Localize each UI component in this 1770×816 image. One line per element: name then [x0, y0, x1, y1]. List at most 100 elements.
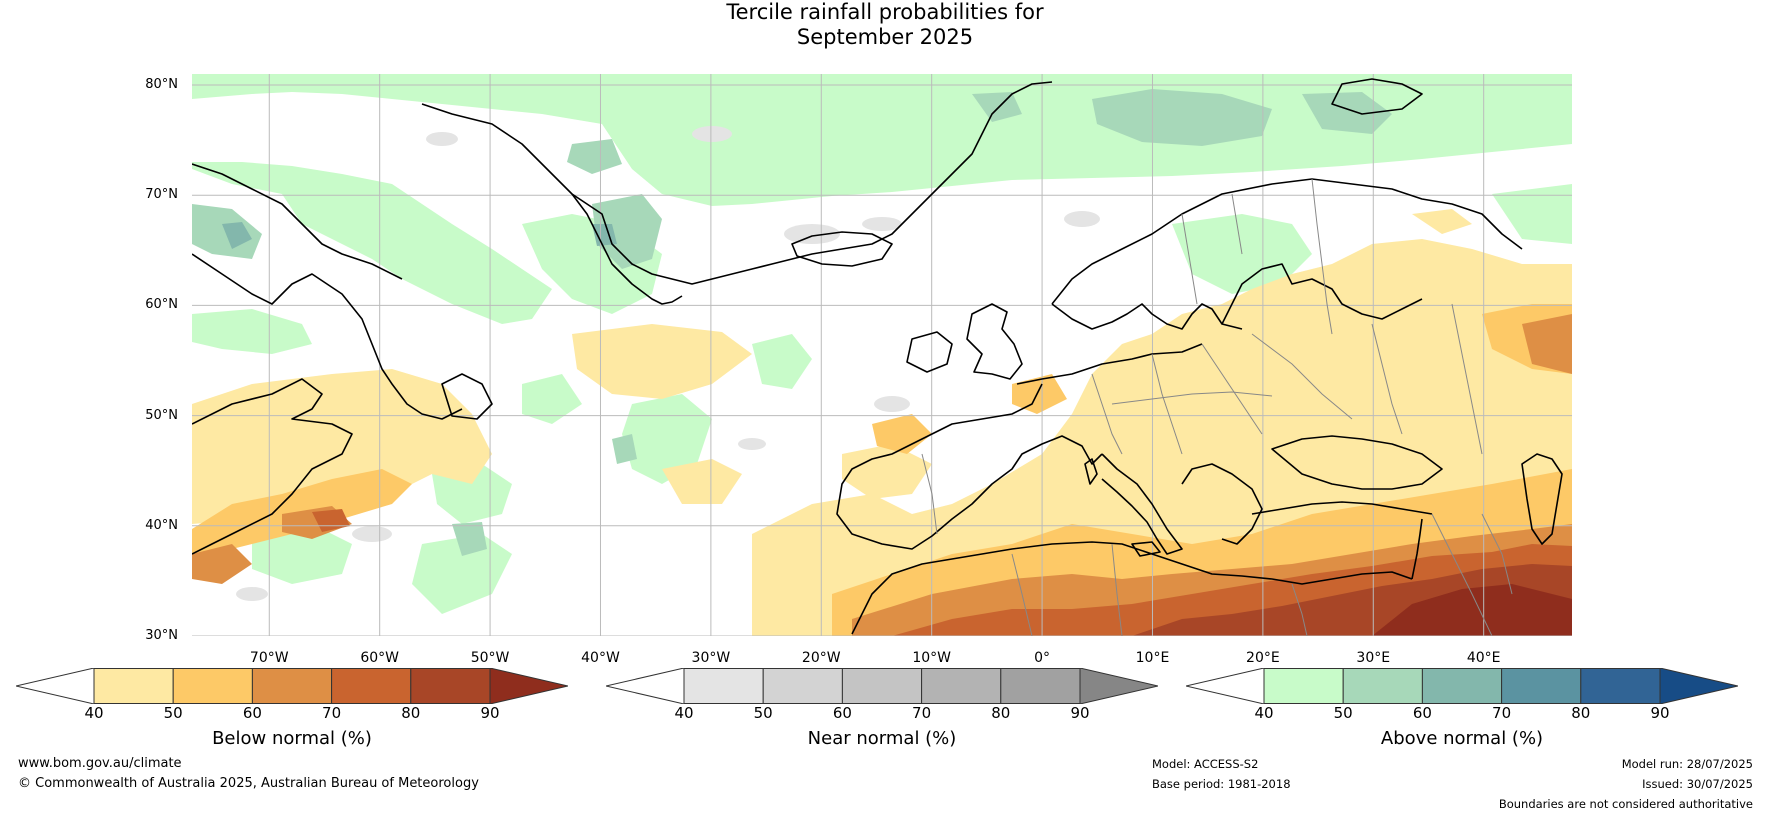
- lat-label: 30°N: [145, 628, 178, 643]
- colorbar-segment: [331, 668, 412, 704]
- below-normal-region: [662, 459, 742, 504]
- above-normal-region: [567, 139, 622, 174]
- coastline-caspian: [1521, 453, 1563, 545]
- colorbar-tick: 50: [163, 704, 183, 722]
- below-normal-region: [572, 324, 752, 399]
- lon-label: 10°W: [912, 650, 952, 666]
- boundaries-disclaimer: Boundaries are not considered authoritat…: [1498, 797, 1753, 811]
- near-normal-patch: [1064, 211, 1100, 227]
- colorbar-tick: 40: [84, 704, 104, 722]
- above-normal-colorbar: [1185, 667, 1739, 705]
- country-border: [1311, 178, 1333, 335]
- above-normal-70-layer: [222, 222, 617, 249]
- above-normal-60-layer: [192, 89, 1392, 556]
- lat-label: 70°N: [145, 187, 178, 203]
- below-normal-colorbar-title: Below normal (%): [212, 728, 372, 749]
- coastline-ireland: [906, 331, 953, 373]
- colorbar-tick: 80: [401, 704, 421, 722]
- above-normal-region: [612, 434, 637, 464]
- below-normal-region: [872, 414, 932, 454]
- colorbar-segment: [172, 668, 253, 704]
- country-border: [1091, 373, 1123, 455]
- colorbar-tick: 40: [674, 704, 694, 722]
- lat-label: 60°N: [145, 297, 178, 313]
- website-link[interactable]: www.bom.gov.au/climate: [18, 756, 182, 771]
- colorbar-tick: 60: [832, 704, 852, 722]
- lon-label: 70°W: [249, 650, 289, 666]
- lon-label: 10°E: [1135, 650, 1170, 666]
- coastline-labrador: [192, 253, 463, 420]
- coastline-balkans: [1181, 463, 1263, 545]
- coastline-scandinavia-south: [1051, 303, 1243, 330]
- colorbar-tick: 80: [991, 704, 1011, 722]
- coastline-north-africa: [851, 541, 1413, 635]
- below-normal-region: [1012, 374, 1067, 414]
- colorbar-low-extension: [605, 667, 685, 705]
- colorbar-tick: 50: [1333, 704, 1353, 722]
- lon-label: 50°W: [470, 650, 510, 666]
- coastline-scandinavia: [1051, 178, 1523, 305]
- colorbar-tick: 60: [1412, 704, 1432, 722]
- colorbar-tick: 40: [1254, 704, 1274, 722]
- colorbar-tick: 80: [1571, 704, 1591, 722]
- country-border: [1151, 353, 1183, 455]
- coastline-levant: [1411, 518, 1423, 580]
- colorbar-graphic: [1185, 667, 1739, 705]
- near-normal-patch: [692, 126, 732, 142]
- country-border: [1371, 323, 1403, 435]
- country-border: [1451, 303, 1483, 455]
- colorbar-tick: 90: [480, 704, 500, 722]
- country-border: [1201, 343, 1263, 435]
- lon-label: 0°: [1034, 650, 1051, 666]
- lon-label: 40°E: [1466, 650, 1501, 666]
- colorbar-tick: 90: [1070, 704, 1090, 722]
- near-normal-patch: [784, 224, 840, 244]
- colorbar-segment: [93, 668, 174, 704]
- issued-text: Issued: 30/07/2025: [1642, 777, 1753, 791]
- model-run-text: Model run: 28/07/2025: [1621, 757, 1753, 771]
- colorbar-tick: 50: [753, 704, 773, 722]
- colorbar-segment: [251, 668, 333, 704]
- below-normal-region: [192, 544, 252, 584]
- copyright-text: © Commonwealth of Australia 2025, Austra…: [18, 776, 479, 791]
- above-normal-region: [192, 309, 312, 354]
- below-normal-region: [1372, 584, 1572, 636]
- border-layer: [921, 178, 1513, 636]
- map-canvas: [192, 74, 1572, 636]
- coastline-sicily: [1131, 541, 1161, 557]
- colorbar-segment: [1342, 668, 1423, 704]
- above-normal-region: [752, 334, 812, 389]
- coastline-baltic: [1221, 263, 1423, 325]
- coastline-france-iberia: [836, 383, 1103, 550]
- country-border: [1431, 513, 1493, 636]
- above-normal-colorbar-title: Above normal (%): [1380, 728, 1544, 749]
- above-normal-region: [412, 534, 512, 614]
- near-normal-patch: [874, 396, 910, 412]
- lat-label: 80°N: [145, 77, 178, 93]
- model-text: Model: ACCESS-S2: [1152, 757, 1259, 771]
- coastline-baffin: [192, 163, 403, 280]
- colorbar-segment: [841, 668, 923, 704]
- coastline-svalbard: [1331, 78, 1423, 115]
- colorbar-low-extension: [1185, 667, 1265, 705]
- above-normal-region: [222, 222, 252, 249]
- title-line-2: September 2025: [796, 25, 974, 49]
- lon-label: 40°W: [581, 650, 620, 666]
- below-normal-colorbar: [15, 667, 569, 705]
- colorbar-tick: 70: [912, 704, 932, 722]
- country-border: [1181, 213, 1198, 305]
- below-normal-region: [192, 369, 492, 524]
- above-normal-region: [972, 92, 1022, 122]
- above-normal-region: [1302, 92, 1392, 134]
- near-normal-patch: [426, 132, 458, 146]
- colorbar-tick: 70: [1492, 704, 1512, 722]
- coastline-greenland: [421, 81, 1053, 285]
- coastline-black-sea: [1271, 435, 1443, 490]
- colorbar-segment: [1501, 668, 1582, 704]
- above-normal-region: [252, 524, 352, 584]
- above-normal-region: [1092, 89, 1272, 146]
- lon-label: 30°E: [1356, 650, 1391, 666]
- rainfall-probability-map: [192, 74, 1572, 636]
- above-normal-region: [592, 194, 662, 269]
- colorbar-graphic: [15, 667, 569, 705]
